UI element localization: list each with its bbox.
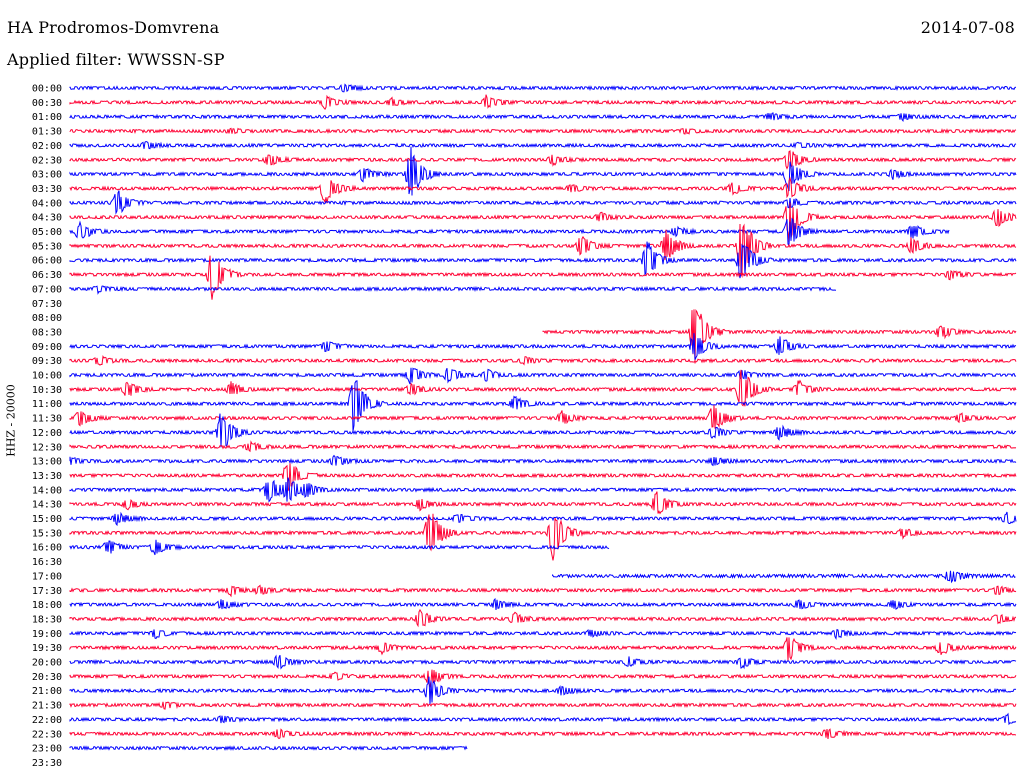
time-tick-label: 14:30 bbox=[32, 500, 62, 511]
trace-row bbox=[69, 745, 468, 751]
trace-row bbox=[69, 597, 1017, 611]
time-tick-label: 11:00 bbox=[32, 399, 62, 410]
trace-row bbox=[69, 654, 1017, 670]
time-tick-label: 13:30 bbox=[32, 471, 62, 482]
trace-row bbox=[69, 477, 1017, 503]
time-tick-label: 21:30 bbox=[32, 701, 62, 712]
time-tick-label: 12:30 bbox=[32, 442, 62, 453]
trace-row bbox=[69, 491, 1017, 515]
trace-row bbox=[69, 584, 1017, 598]
trace-row bbox=[552, 570, 1016, 584]
time-tick-label: 08:30 bbox=[32, 327, 62, 338]
time-tick-label: 21:00 bbox=[32, 686, 62, 697]
trace-row bbox=[69, 354, 1017, 366]
time-tick-label: 15:30 bbox=[32, 528, 62, 539]
time-tick-label: 17:30 bbox=[32, 586, 62, 597]
time-tick-label: 18:30 bbox=[32, 614, 62, 625]
trace-row bbox=[69, 190, 1017, 215]
time-tick-label: 12:00 bbox=[32, 428, 62, 439]
trace-row bbox=[69, 223, 1017, 278]
trace-row bbox=[69, 637, 1017, 661]
time-tick-label: 00:30 bbox=[32, 98, 62, 109]
trace-row bbox=[69, 83, 1017, 93]
trace-row bbox=[69, 285, 837, 295]
time-tick-label: 15:00 bbox=[32, 514, 62, 525]
time-tick-label: 11:30 bbox=[32, 414, 62, 425]
time-tick-label: 16:00 bbox=[32, 543, 62, 554]
time-tick-label: 04:00 bbox=[32, 198, 62, 209]
trace-row bbox=[69, 676, 1017, 706]
trace-row bbox=[69, 440, 1017, 453]
recording-date: 2014-07-08 bbox=[920, 18, 1015, 37]
time-tick-label: 06:30 bbox=[32, 270, 62, 281]
time-tick-label: 23:00 bbox=[32, 744, 62, 755]
time-tick-label: 01:00 bbox=[32, 112, 62, 123]
time-tick-label: 19:00 bbox=[32, 629, 62, 640]
trace-row bbox=[69, 701, 1017, 710]
time-tick-label: 18:00 bbox=[32, 600, 62, 611]
trace-row bbox=[69, 454, 1017, 467]
trace-row bbox=[69, 217, 950, 247]
trace-row bbox=[69, 112, 1017, 123]
time-tick-label: 20:00 bbox=[32, 658, 62, 669]
trace-row bbox=[69, 511, 1017, 527]
trace-row bbox=[69, 669, 1017, 688]
time-tick-label: 09:00 bbox=[32, 342, 62, 353]
time-tick-label: 22:30 bbox=[32, 729, 62, 740]
trace-row bbox=[69, 405, 1017, 429]
time-tick-label: 16:30 bbox=[32, 557, 62, 568]
trace-row bbox=[69, 255, 1017, 300]
time-tick-label: 13:00 bbox=[32, 457, 62, 468]
trace-row bbox=[69, 513, 1017, 561]
time-tick-label: 04:30 bbox=[32, 213, 62, 224]
time-tick-label: 07:00 bbox=[32, 284, 62, 295]
time-tick-label: 03:30 bbox=[32, 184, 62, 195]
trace-row bbox=[69, 712, 1017, 726]
time-tick-label: 05:00 bbox=[32, 227, 62, 238]
time-tick-label: 17:00 bbox=[32, 571, 62, 582]
time-tick-label: 10:00 bbox=[32, 371, 62, 382]
time-tick-label: 14:00 bbox=[32, 485, 62, 496]
trace-row bbox=[69, 380, 1017, 432]
trace-row bbox=[69, 127, 1017, 135]
time-tick-label: 02:30 bbox=[32, 155, 62, 166]
trace-row bbox=[69, 628, 1017, 640]
time-tick-label: 07:30 bbox=[32, 299, 62, 310]
trace-row bbox=[69, 150, 1017, 170]
time-tick-label: 22:00 bbox=[32, 715, 62, 726]
time-tick-label: 03:00 bbox=[32, 170, 62, 181]
time-tick-label: 06:00 bbox=[32, 256, 62, 267]
trace-row bbox=[69, 608, 1017, 628]
time-tick-label: 20:30 bbox=[32, 672, 62, 683]
time-tick-label: 09:30 bbox=[32, 356, 62, 367]
time-tick-label: 10:30 bbox=[32, 385, 62, 396]
trace-row bbox=[69, 369, 1017, 407]
trace-row bbox=[69, 367, 1017, 385]
trace-row bbox=[69, 463, 1017, 492]
time-tick-label: 08:00 bbox=[32, 313, 62, 324]
filter-label: Applied filter: WWSSN-SP bbox=[7, 50, 225, 69]
station-title: HA Prodromos-Domvrena bbox=[7, 18, 220, 37]
trace-row bbox=[69, 176, 1017, 204]
time-tick-label: 02:00 bbox=[32, 141, 62, 152]
time-tick-label: 01:30 bbox=[32, 127, 62, 138]
trace-row bbox=[542, 308, 1017, 364]
time-tick-label: 19:30 bbox=[32, 643, 62, 654]
trace-row bbox=[69, 94, 1017, 110]
trace-row bbox=[69, 140, 1017, 150]
time-tick-label: 05:30 bbox=[32, 241, 62, 252]
trace-row bbox=[69, 333, 1017, 360]
trace-row bbox=[69, 728, 1016, 740]
trace-row bbox=[69, 202, 1017, 243]
time-tick-label: 00:00 bbox=[32, 84, 62, 95]
trace-row bbox=[69, 146, 1017, 196]
trace-row bbox=[69, 539, 610, 556]
time-tick-label: 23:30 bbox=[32, 758, 62, 769]
trace-row bbox=[69, 241, 1017, 279]
